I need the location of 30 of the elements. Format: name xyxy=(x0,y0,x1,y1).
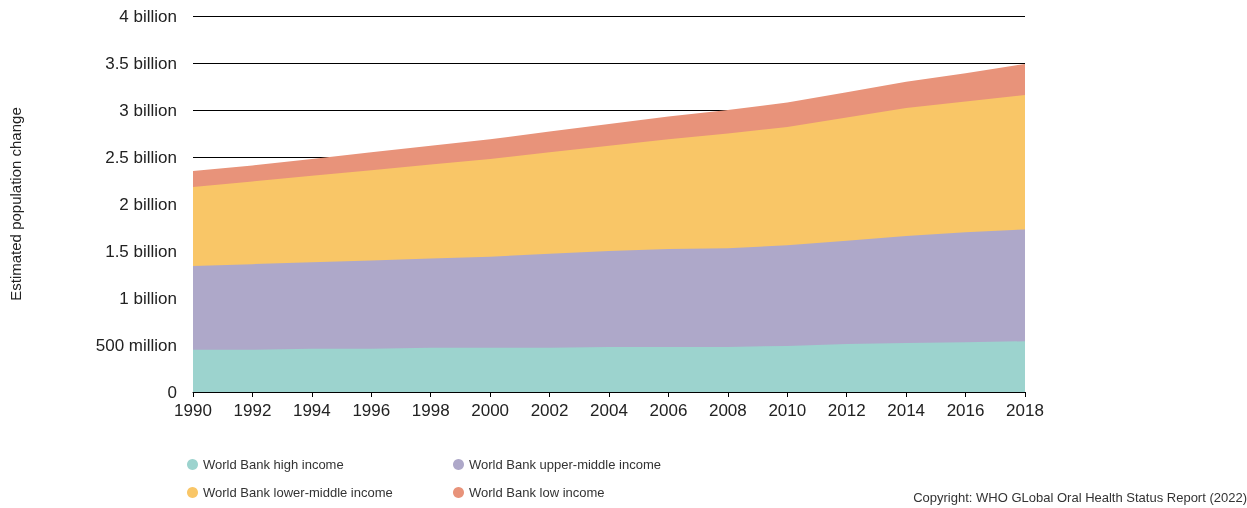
x-tick-label: 2006 xyxy=(649,401,688,420)
y-tick-label: 1 billion xyxy=(119,288,177,308)
legend-label: World Bank lower-middle income xyxy=(203,485,393,500)
x-tick-label: 1996 xyxy=(352,401,391,420)
x-tick-label: 2002 xyxy=(530,401,569,420)
y-tick-label: 3 billion xyxy=(119,100,177,120)
y-tick-label: 2.5 billion xyxy=(105,147,177,167)
x-tick-label: 1992 xyxy=(233,401,272,420)
x-tick-label: 2004 xyxy=(590,401,628,420)
x-tick-label: 2016 xyxy=(946,401,985,420)
y-tick-label: 4 billion xyxy=(119,6,177,26)
text: Copyright: WHO GLobal Oral Health Status Report (2022) xyxy=(913,490,1247,505)
legend-label: World Bank low income xyxy=(469,485,605,500)
y-axis-title: Estimated population change xyxy=(7,107,24,301)
y-tick-label: 2 billion xyxy=(119,194,177,214)
x-tick-label: 2014 xyxy=(887,401,926,420)
x-tick-label: 2018 xyxy=(1006,401,1044,420)
x-tick-label: 1994 xyxy=(292,401,331,420)
y-tick-label: 500 million xyxy=(95,335,177,355)
x-tick-label: 2010 xyxy=(768,401,807,420)
x-tick-label: 2000 xyxy=(471,401,510,420)
y-tick-label: 3.5 billion xyxy=(105,53,177,73)
legend-label: World Bank upper-middle income xyxy=(469,457,661,472)
x-tick-label: 1998 xyxy=(411,401,450,420)
x-tick-label: 2008 xyxy=(708,401,747,420)
y-tick-label: 1.5 billion xyxy=(105,241,177,261)
x-tick-label: 1990 xyxy=(174,401,212,420)
x-tick-label: 2012 xyxy=(827,401,866,420)
legend-label: World Bank high income xyxy=(203,457,344,472)
y-tick-label: 0 xyxy=(167,382,177,402)
